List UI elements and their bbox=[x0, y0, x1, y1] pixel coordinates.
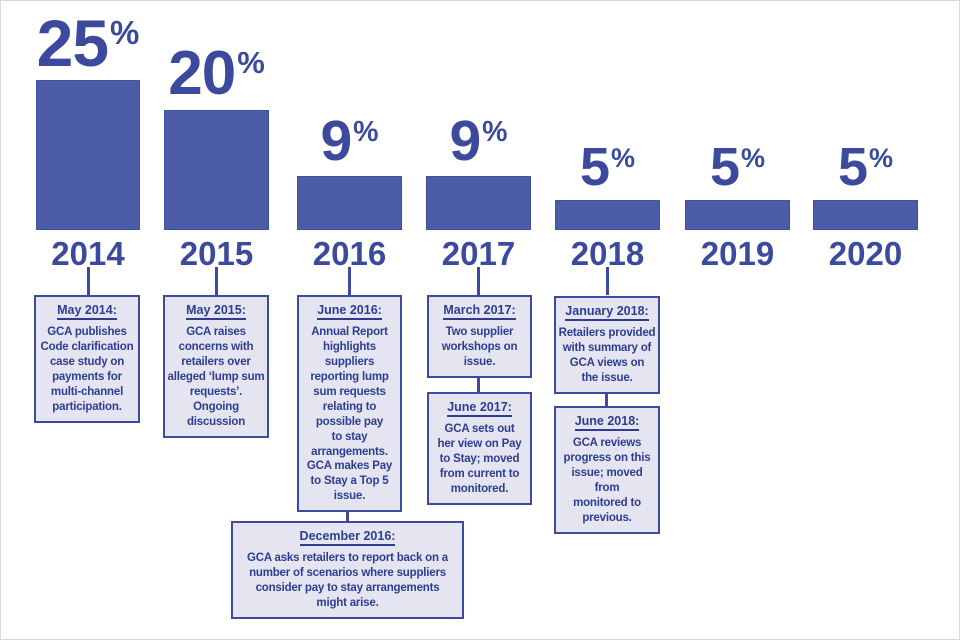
annotation-box-1: May 2014: GCA publishes Code clarificati… bbox=[34, 295, 140, 423]
annotation-box-3: June 2016: Annual Report highlights supp… bbox=[297, 295, 402, 513]
annotation-heading: May 2014: bbox=[38, 303, 136, 320]
connector-line bbox=[86, 267, 90, 295]
percent-label: 9% bbox=[283, 113, 416, 170]
percent-value: 5 bbox=[837, 137, 868, 197]
annotation-heading: March 2017: bbox=[431, 303, 528, 320]
annotation-heading: December 2016: bbox=[235, 529, 460, 546]
year-label-2016: 2016 bbox=[312, 235, 387, 272]
annotation-date: June 2016: bbox=[317, 303, 382, 320]
percent-label: 25% bbox=[22, 10, 154, 76]
percent-value: 9 bbox=[449, 109, 481, 173]
annotation-heading: June 2016: bbox=[301, 303, 398, 320]
percent-sign: % bbox=[869, 142, 894, 173]
percent-sign: % bbox=[237, 44, 265, 80]
annotation-body: Annual Report highlights suppliers repor… bbox=[306, 326, 393, 503]
connector-line bbox=[605, 386, 608, 408]
annotation-box-6: January 2018: Retailers provided with su… bbox=[554, 296, 660, 394]
annotation-heading: June 2018: bbox=[558, 414, 656, 431]
bar-2018 bbox=[555, 200, 660, 230]
bar-2017 bbox=[426, 176, 531, 230]
annotation-heading: May 2015: bbox=[167, 303, 265, 320]
percent-value: 9 bbox=[320, 109, 352, 173]
annotation-body: GCA reviews progress on this issue; move… bbox=[563, 437, 651, 524]
annotation-date: January 2018: bbox=[565, 304, 649, 321]
connector-line bbox=[477, 372, 480, 394]
annotation-date: June 2017: bbox=[447, 400, 512, 417]
connector-line bbox=[215, 267, 218, 295]
percent-label: 5% bbox=[541, 140, 674, 194]
bar-2014 bbox=[36, 80, 140, 230]
annotation-date: June 2018: bbox=[574, 414, 640, 431]
annotation-body: GCA asks retailers to report back on a n… bbox=[247, 552, 448, 609]
connector-line bbox=[477, 267, 480, 295]
annotation-box-2: May 2015: GCA raises concerns with retai… bbox=[163, 295, 269, 438]
annotation-body: GCA publishes Code clarification case st… bbox=[40, 326, 134, 413]
year-label-2020: 2020 bbox=[828, 235, 903, 272]
percent-sign: % bbox=[110, 13, 140, 51]
annotation-box-8: December 2016: GCA asks retailers to rep… bbox=[231, 521, 464, 619]
percent-value: 20 bbox=[168, 39, 236, 108]
annotation-box-7: June 2018: GCA reviews progress on this … bbox=[554, 406, 660, 534]
connector-line bbox=[348, 267, 351, 295]
percent-value: 5 bbox=[709, 137, 740, 197]
percent-label: 20% bbox=[150, 43, 283, 105]
percent-value: 25 bbox=[36, 6, 109, 80]
percent-sign: % bbox=[482, 115, 508, 148]
percent-label: 5% bbox=[799, 140, 932, 194]
percent-sign: % bbox=[353, 115, 379, 148]
percent-label: 5% bbox=[671, 140, 804, 194]
annotation-body: GCA sets out her view on Pay to Stay; mo… bbox=[437, 423, 522, 495]
year-label-2019: 2019 bbox=[700, 235, 775, 272]
annotation-date: March 2017: bbox=[443, 303, 516, 320]
bar-2015 bbox=[164, 110, 269, 230]
annotation-date: May 2014: bbox=[57, 303, 117, 320]
annotation-body: Two supplier workshops on issue. bbox=[441, 326, 518, 368]
percent-value: 5 bbox=[579, 137, 610, 197]
bar-2019 bbox=[685, 200, 790, 230]
percent-label: 9% bbox=[412, 113, 545, 170]
percent-sign: % bbox=[741, 142, 766, 173]
annotation-box-5: June 2017: GCA sets out her view on Pay … bbox=[427, 392, 532, 505]
annotation-date: December 2016: bbox=[299, 529, 396, 546]
year-label-2017: 2017 bbox=[441, 235, 516, 272]
bar-2020 bbox=[813, 200, 918, 230]
annotation-body: Retailers provided with summary of GCA v… bbox=[558, 327, 656, 384]
annotation-body: GCA raises concerns with retailers over … bbox=[167, 326, 265, 428]
connector-line bbox=[606, 267, 609, 295]
annotation-heading: June 2017: bbox=[431, 400, 528, 417]
percent-sign: % bbox=[611, 142, 636, 173]
bar-2016 bbox=[297, 176, 402, 230]
annotation-date: May 2015: bbox=[186, 303, 246, 320]
annotation-box-4: March 2017: Two supplier workshops on is… bbox=[427, 295, 532, 378]
year-label-2014: 2014 bbox=[51, 235, 125, 272]
year-label-2015: 2015 bbox=[179, 235, 254, 272]
year-label-2018: 2018 bbox=[570, 235, 645, 272]
annotation-heading: January 2018: bbox=[558, 304, 656, 321]
